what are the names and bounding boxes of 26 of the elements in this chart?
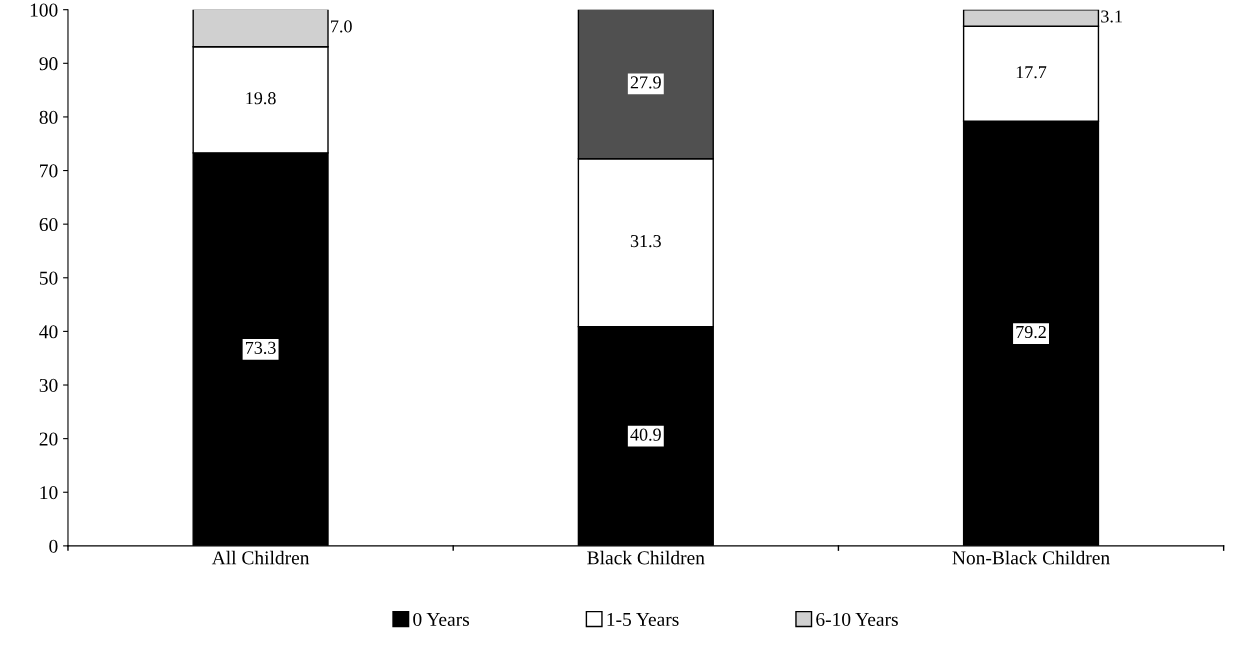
data-label: 31.3 xyxy=(630,235,661,248)
y-tick-label: 60 xyxy=(39,217,58,232)
y-tick-label: 20 xyxy=(39,432,58,446)
y-tick-label: 10 xyxy=(40,486,58,500)
y-tick-label: 30 xyxy=(39,378,58,392)
y-tick-label: 50 xyxy=(39,271,58,285)
x-tick-label: Black Children xyxy=(587,550,705,565)
x-tick-label: All Children xyxy=(211,550,310,565)
y-tick-label: 100 xyxy=(30,3,58,17)
legend-label: 0 Years xyxy=(413,612,470,627)
x-tick-label: Non-Black Children xyxy=(952,550,1110,565)
data-label: 40.9 xyxy=(630,428,661,441)
data-label: 79.2 xyxy=(1016,325,1046,339)
data-label: 17.7 xyxy=(1016,66,1047,79)
legend-label: 6-10 Years xyxy=(816,612,898,627)
y-tick-label: 40 xyxy=(39,325,58,339)
data-label: 3.1 xyxy=(1101,10,1122,23)
legend-label: 1-5 Years xyxy=(607,612,679,627)
y-tick-label: 80 xyxy=(39,110,58,124)
y-tick-label: 0 xyxy=(49,539,58,553)
y-tick-label: 70 xyxy=(40,164,58,178)
data-label: 73.3 xyxy=(245,341,276,354)
data-label: 7.0 xyxy=(331,20,352,33)
y-tick-label: 90 xyxy=(39,57,58,71)
data-label: 27.9 xyxy=(630,76,661,89)
data-label: 19.8 xyxy=(246,92,276,105)
